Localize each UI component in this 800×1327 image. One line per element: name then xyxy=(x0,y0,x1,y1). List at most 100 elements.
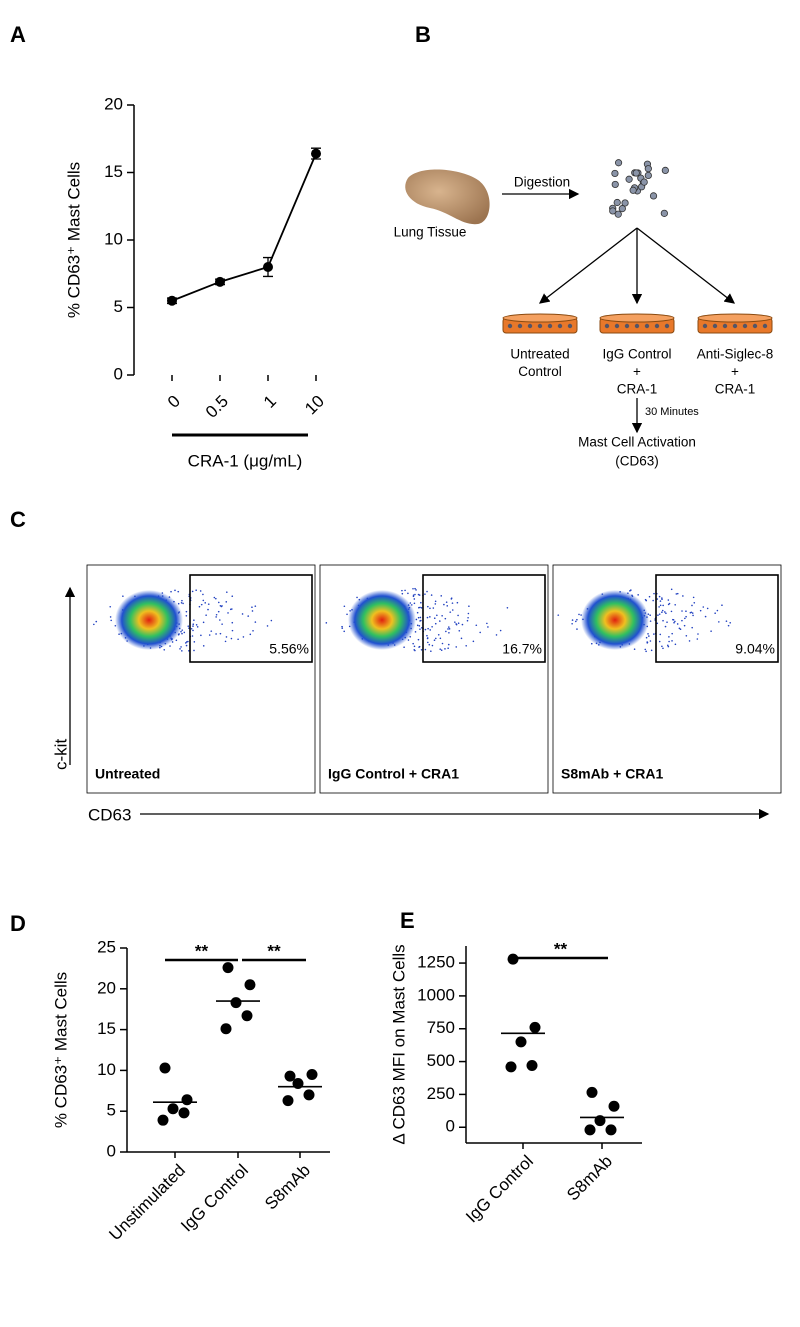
readout-label: (CD63) xyxy=(615,454,659,469)
dishes: Untreated Control IgG Control + CRA-1 Anti-Si… xyxy=(502,313,773,397)
y-tick-label: 15 xyxy=(97,1019,116,1038)
event-dot xyxy=(630,589,632,591)
event-dot xyxy=(184,642,187,644)
event-dot xyxy=(227,612,229,614)
event-dot xyxy=(252,629,254,632)
significance-label: ** xyxy=(195,941,209,960)
event-dot xyxy=(692,614,694,617)
event-dot xyxy=(221,605,223,607)
y-tick-label: 25 xyxy=(97,937,116,956)
event-dot xyxy=(434,600,437,603)
event-dot xyxy=(465,644,467,647)
event-dot xyxy=(185,641,188,643)
data-point xyxy=(220,1023,232,1035)
event-dot xyxy=(341,625,343,628)
event-dot xyxy=(230,637,233,640)
cell xyxy=(613,198,621,207)
x-tick-label: Unstimulated xyxy=(105,1161,189,1245)
event-dot xyxy=(429,616,431,618)
cell xyxy=(517,323,523,329)
event-dot xyxy=(200,603,203,606)
event-dot xyxy=(417,593,420,596)
data-point xyxy=(505,1061,517,1073)
event-dot xyxy=(93,623,95,626)
readout-label: Mast Cell Activation xyxy=(578,435,696,450)
arrow xyxy=(538,227,638,304)
y-tick-label: 500 xyxy=(427,1051,455,1070)
event-dot xyxy=(439,648,442,650)
data-point xyxy=(181,1094,193,1106)
data-point xyxy=(222,962,234,974)
cell xyxy=(527,323,533,329)
event-dot xyxy=(667,599,670,601)
x-tick-label: 0 xyxy=(164,392,184,412)
event-dot xyxy=(667,644,669,647)
x-tick-label: S8mAb xyxy=(261,1161,314,1214)
data-point xyxy=(306,1068,318,1080)
cell xyxy=(654,323,660,329)
event-dot xyxy=(427,641,429,644)
event-dot xyxy=(647,633,649,635)
y-tick-label: 20 xyxy=(104,94,123,113)
y-tick-label: 20 xyxy=(97,978,116,997)
event-dot xyxy=(412,642,414,645)
event-dot xyxy=(420,607,423,609)
event-dot xyxy=(424,628,427,631)
event-dot xyxy=(681,619,683,622)
event-dot xyxy=(215,616,217,618)
event-dot xyxy=(426,634,428,637)
data-point xyxy=(311,148,321,159)
event-dot xyxy=(650,649,653,652)
event-dot xyxy=(648,635,650,637)
event-dot xyxy=(413,645,416,648)
event-dot xyxy=(254,605,257,607)
time-label: 30 Minutes xyxy=(645,406,699,418)
event-dot xyxy=(668,640,670,643)
event-dot xyxy=(661,597,663,599)
event-dot xyxy=(714,612,716,614)
cell xyxy=(732,323,738,329)
condition-label: + xyxy=(731,364,739,379)
data-point xyxy=(178,1107,190,1119)
event-dot xyxy=(479,631,481,634)
event-dot xyxy=(439,637,442,640)
event-dot xyxy=(343,630,345,633)
event-dot xyxy=(231,621,234,624)
event-dot xyxy=(414,587,416,590)
cell xyxy=(611,169,619,178)
arrow xyxy=(636,227,736,304)
event-dot xyxy=(661,598,663,600)
event-dot xyxy=(458,629,461,632)
cell xyxy=(634,323,640,329)
event-dot xyxy=(427,605,429,608)
event-dot xyxy=(685,634,688,637)
event-dot xyxy=(721,604,723,606)
event-dot xyxy=(414,631,417,633)
data-point xyxy=(157,1114,169,1126)
event-dot xyxy=(418,646,420,648)
data-line xyxy=(171,153,317,302)
event-dot xyxy=(678,627,681,630)
data-point xyxy=(526,1060,538,1072)
event-dot xyxy=(658,595,661,598)
event-dot xyxy=(207,603,210,605)
y-tick-label: 0 xyxy=(107,1141,116,1160)
sample-label: Untreated xyxy=(95,766,160,782)
condition-label: + xyxy=(633,364,641,379)
event-dot xyxy=(215,633,217,635)
event-dot xyxy=(426,637,429,639)
y-axis-label: % CD63⁺ Mast Cells xyxy=(64,162,83,318)
y-tick-label: 1250 xyxy=(417,953,455,972)
event-dot xyxy=(420,601,422,604)
event-dot xyxy=(645,636,648,639)
cell xyxy=(611,180,619,189)
event-dot xyxy=(419,616,422,619)
event-dot xyxy=(202,599,205,602)
cell xyxy=(664,323,670,329)
event-dot xyxy=(249,633,252,636)
condition-label: CRA-1 xyxy=(715,382,756,397)
event-dot xyxy=(174,589,176,592)
density xyxy=(115,590,183,650)
data-point xyxy=(303,1089,315,1101)
